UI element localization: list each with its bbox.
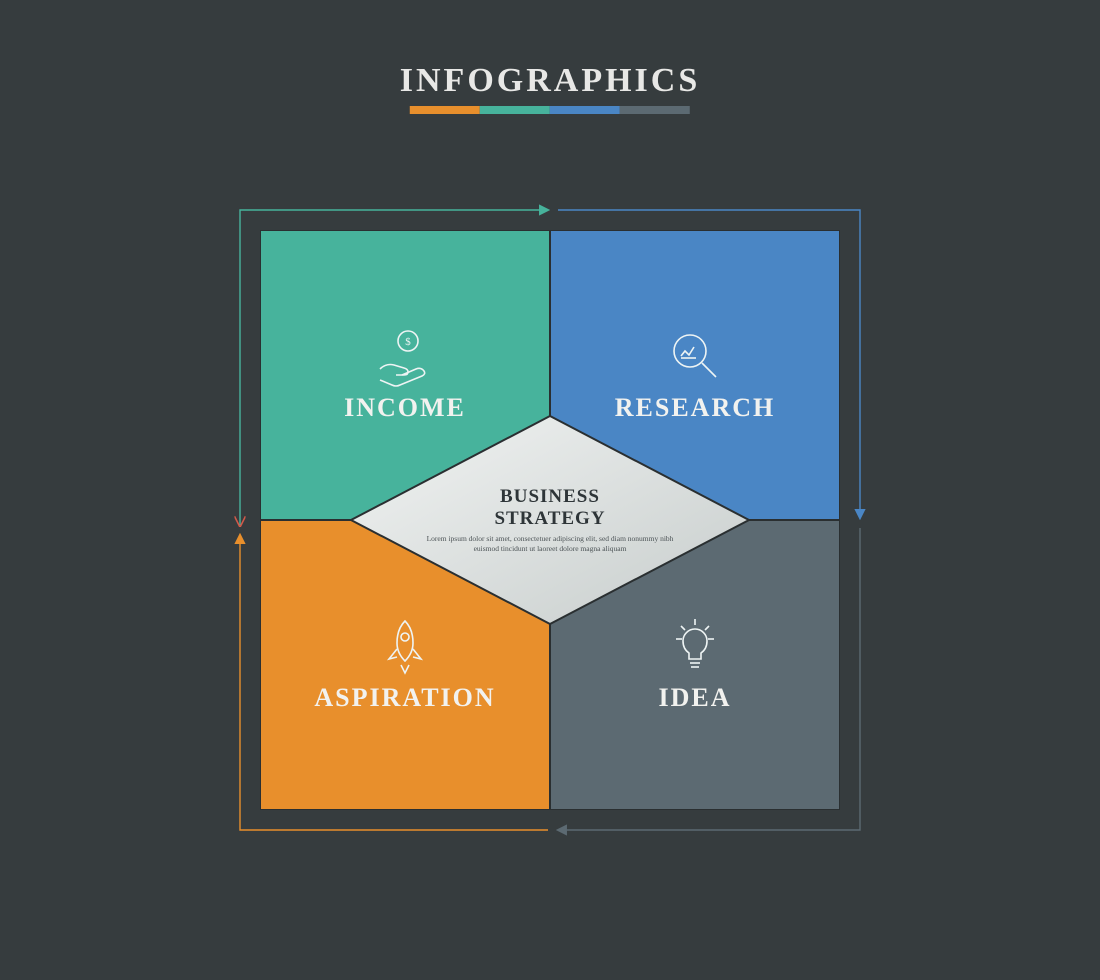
magnifier-chart-icon	[664, 327, 726, 387]
center-title-line1: BUSINESS	[425, 486, 675, 508]
svg-text:$: $	[405, 336, 411, 348]
panel-idea-label: IDEA	[658, 683, 731, 713]
center-body: Lorem ipsum dolor sit amet, consectetuer…	[425, 534, 675, 554]
panel-aspiration-label: ASPIRATION	[314, 683, 495, 713]
center-text: BUSINESS STRATEGY Lorem ipsum dolor sit …	[425, 486, 675, 554]
swatch-orange	[410, 106, 480, 114]
center-title-line2: STRATEGY	[425, 508, 675, 530]
diagram-stage: $ INCOME RESEARCH	[260, 230, 840, 810]
page-title: INFOGRAPHICS	[400, 62, 700, 100]
header: INFOGRAPHICS	[400, 62, 700, 114]
swatch-blue	[550, 106, 620, 114]
swatch-teal	[480, 106, 550, 114]
palette-bar	[400, 106, 700, 114]
center-diamond: BUSINESS STRATEGY Lorem ipsum dolor sit …	[345, 410, 755, 630]
hand-coin-icon: $	[374, 327, 436, 387]
swatch-gray	[620, 106, 690, 114]
